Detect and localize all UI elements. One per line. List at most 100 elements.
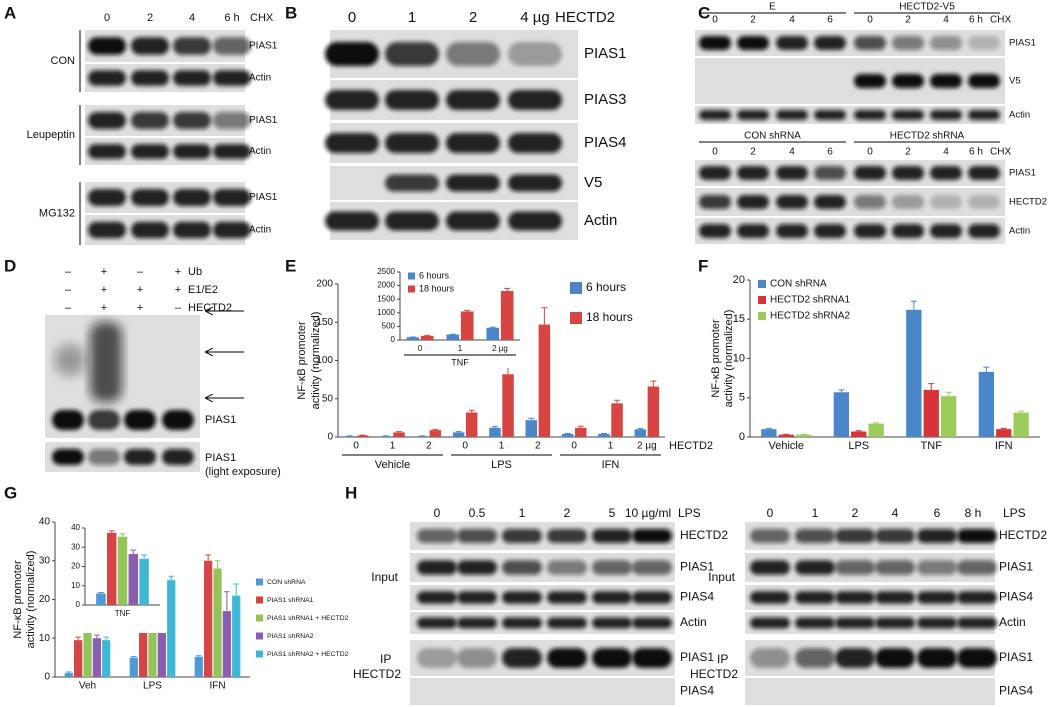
y-tick-label: 100 — [316, 355, 333, 366]
blot-band — [592, 529, 632, 543]
legend-label: HECTD2 shRNA2 — [770, 311, 850, 322]
legend-label: 18 hours — [419, 283, 455, 293]
blot-band — [776, 110, 808, 120]
label: IFN — [602, 459, 620, 471]
blot-band — [737, 110, 769, 120]
label: 6 — [934, 506, 941, 520]
blot-band — [457, 617, 497, 629]
label: – — [137, 266, 144, 278]
label: 0 — [348, 9, 356, 26]
error-bar — [489, 326, 496, 328]
blot-band — [892, 195, 924, 209]
label: PIAS1 — [680, 560, 714, 574]
blot-band — [737, 166, 769, 180]
blot-band — [699, 224, 731, 238]
label: IP — [717, 652, 728, 666]
error-bar — [577, 425, 584, 428]
blot-band — [968, 74, 1000, 88]
y-tick-label: 500 — [382, 322, 396, 331]
legend-label: CON shRNA — [770, 279, 827, 290]
label: Actin — [1009, 110, 1030, 121]
error-bar — [491, 426, 498, 428]
label: HECTD2 — [999, 528, 1047, 542]
blot-band — [88, 144, 126, 159]
label: 0 — [712, 15, 718, 26]
bar — [795, 434, 812, 437]
y-tick-label: 20 — [71, 562, 80, 571]
bar — [868, 423, 884, 437]
x-tick-label: 0 — [462, 441, 468, 452]
error-bar — [455, 431, 462, 433]
bar — [167, 580, 176, 677]
blot-band — [131, 221, 169, 239]
x-tick-label: 1 — [499, 441, 505, 452]
error-bar — [637, 428, 644, 430]
blot-band — [854, 36, 886, 50]
blot-band — [508, 211, 562, 231]
blot-band — [547, 648, 587, 668]
bar — [128, 553, 139, 605]
label: Actin — [1009, 226, 1030, 237]
error-bar — [75, 636, 81, 641]
label: HECTD2 — [669, 440, 713, 452]
label: TNF — [451, 357, 469, 367]
label: 1 — [519, 506, 526, 520]
blot-band — [385, 174, 439, 192]
label: PIAS1 — [584, 45, 627, 62]
label: PIAS1 — [249, 41, 278, 52]
bar — [232, 595, 241, 677]
bar — [1013, 412, 1029, 437]
label: 4 — [892, 506, 899, 520]
blot-band — [213, 188, 251, 207]
legend-swatch — [256, 632, 263, 640]
y-tick-label: 2500 — [377, 267, 395, 276]
y-tick-label: 10 — [71, 581, 80, 590]
label: 8 h — [965, 506, 982, 520]
bar — [420, 335, 434, 340]
error-bar — [1018, 410, 1025, 413]
label: 6 h — [969, 15, 983, 26]
label: 6 h — [969, 147, 983, 158]
blot-band — [446, 211, 500, 231]
blot-band — [325, 90, 379, 110]
blot-band — [547, 560, 587, 575]
blot-band — [124, 410, 156, 430]
blot-band — [795, 591, 835, 604]
error-bar — [614, 399, 621, 404]
y-axis-label: activity (normalized) — [723, 310, 735, 408]
blot-band — [632, 591, 672, 604]
x-tick-label: 2 µg — [637, 441, 657, 452]
label: 0 — [434, 506, 441, 520]
legend-label: 18 hours — [586, 310, 633, 324]
blot-band — [131, 37, 169, 55]
y-tick-label: 40 — [71, 523, 80, 532]
blot-band — [835, 648, 875, 668]
bar — [106, 532, 117, 605]
y-axis-label: activity (normalized) — [310, 312, 322, 410]
blot-band — [592, 617, 632, 629]
d-arrows — [206, 311, 244, 398]
label: + — [175, 266, 181, 278]
error-bar — [650, 380, 657, 387]
error-bar — [910, 300, 917, 310]
blot-band — [957, 529, 997, 543]
blot-band — [173, 188, 211, 207]
blot-band — [52, 410, 84, 430]
blot-band — [892, 110, 924, 120]
blot-strip — [745, 678, 995, 705]
y-tick-label: 2000 — [377, 281, 395, 290]
blot-band — [737, 36, 769, 50]
error-bar — [432, 428, 439, 431]
bar — [851, 431, 867, 437]
label: Actin — [584, 212, 617, 229]
label: – — [65, 284, 72, 296]
label: 4 — [189, 12, 195, 24]
label: Actin — [249, 225, 271, 236]
error-bar — [464, 309, 471, 312]
blot-band — [814, 166, 846, 180]
label: CHX — [990, 147, 1011, 158]
blot-band — [325, 211, 379, 231]
blot-band — [892, 166, 924, 180]
x-tick-label: LPS — [848, 440, 869, 452]
